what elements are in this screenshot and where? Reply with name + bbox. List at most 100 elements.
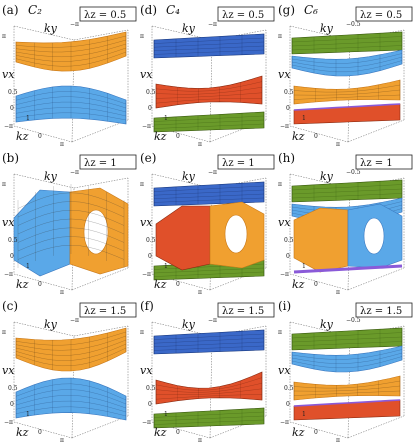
middle-red-surface: [155, 205, 211, 271]
vx-axis-label: vx: [2, 216, 15, 229]
tick-label: −π: [142, 419, 151, 426]
panel-tag: (g): [278, 3, 295, 17]
tick-label: 0: [176, 429, 180, 436]
tick-label: −π: [208, 317, 217, 324]
mesh-line: [155, 383, 263, 393]
tick-label: π: [336, 437, 340, 444]
tick-label: 1: [302, 411, 306, 418]
tick-label: 0.5: [146, 385, 156, 392]
kz-axis-label: kz: [154, 130, 167, 143]
vx-axis-label: vx: [278, 68, 291, 81]
tick-label: 0: [286, 401, 290, 408]
tick-label: 0.5: [146, 237, 156, 244]
tick-label: 0.5: [8, 89, 18, 96]
tick-label: π: [278, 181, 282, 188]
tick-label: π: [2, 329, 6, 336]
mesh-line: [293, 89, 401, 96]
tick-label: π: [2, 181, 6, 188]
ky-axis-label: ky: [44, 170, 58, 183]
tick-label: −π: [70, 317, 79, 324]
panel-tag: (a): [2, 3, 19, 17]
frame-edge: [347, 187, 351, 291]
tick-label: π: [60, 289, 64, 296]
mesh-line: [291, 53, 403, 64]
mesh-line: [155, 394, 263, 400]
panel-h: (h) λz = 1 ky vx kz π −π 0 π 0.5 0 −0.5 1: [278, 151, 413, 296]
mesh-line: [153, 45, 265, 51]
tick-label: π: [60, 141, 64, 148]
lambda-label: λz = 0.5: [222, 10, 264, 21]
frame-edge: [13, 273, 73, 291]
kz-axis-label: kz: [16, 426, 29, 439]
lambda-box: [355, 302, 413, 318]
frame-edge: [13, 25, 75, 41]
lambda-label: λz = 1: [360, 158, 393, 169]
frame-edge: [347, 415, 405, 439]
tick-label: 0: [148, 401, 152, 408]
mesh-line: [291, 56, 403, 68]
tick-label: π: [278, 329, 282, 336]
tick-label: 0.5: [146, 89, 156, 96]
cylinder-opening: [224, 214, 248, 254]
mesh-line: [153, 123, 265, 129]
middle-orange-surface: [293, 79, 401, 105]
mesh-line: [153, 37, 265, 44]
tick-label: −π: [70, 21, 79, 28]
frame-edge: [13, 321, 75, 337]
tick-label: 0.5: [8, 385, 18, 392]
top-flat-band: [153, 329, 265, 355]
lambda-box: [355, 154, 413, 170]
panel-tag: (d): [140, 3, 157, 17]
mesh-line: [293, 84, 401, 93]
frame-edge: [151, 421, 211, 439]
tick-label: π: [140, 33, 144, 40]
tick-label: π: [140, 329, 144, 336]
tick-label: 0: [286, 105, 290, 112]
lambda-label: λz = 1.5: [222, 306, 264, 317]
mesh-line: [153, 193, 265, 199]
ky-axis-label: ky: [320, 22, 334, 35]
tick-label: π: [278, 33, 282, 40]
tick-label: 0.5: [284, 89, 294, 96]
tick-label: π: [60, 437, 64, 444]
tick-label: 1: [164, 411, 168, 418]
tick-label: −0.5: [346, 317, 361, 324]
tick-label: −π: [4, 419, 13, 426]
frame-edge: [73, 325, 129, 337]
tick-label: 0: [10, 253, 14, 260]
frame-edge: [209, 415, 267, 439]
frame-edge: [347, 335, 351, 439]
ky-axis-label: ky: [182, 318, 196, 331]
vx-axis-label: vx: [140, 68, 153, 81]
tick-label: −0.5: [346, 169, 361, 176]
kz-axis-label: kz: [292, 278, 305, 291]
mesh-line: [291, 45, 403, 51]
top-green-band: [291, 179, 403, 203]
kz-axis-label: kz: [154, 278, 167, 291]
purple-edge-band: [293, 399, 401, 407]
tick-label: −π: [4, 271, 13, 278]
mesh-line: [291, 40, 403, 47]
tick-label: 0: [38, 133, 42, 140]
symmetry-label: C₆: [304, 3, 318, 17]
lambda-box: [355, 6, 413, 22]
symmetry-label: C₂: [28, 3, 42, 17]
tick-label: 1: [164, 115, 168, 122]
tick-label: 1: [26, 263, 30, 270]
bottom-flat-band: [153, 407, 265, 429]
mesh-line: [291, 349, 403, 360]
kz-axis-label: kz: [292, 130, 305, 143]
panel-tag: (c): [2, 299, 18, 313]
tick-label: π: [198, 141, 202, 148]
lambda-box: [217, 154, 275, 170]
tick-label: 0.5: [284, 237, 294, 244]
tick-label: π: [336, 289, 340, 296]
tick-label: π: [198, 437, 202, 444]
lambda-box: [79, 302, 137, 318]
lambda-box: [79, 6, 137, 22]
mesh-line: [153, 271, 265, 277]
vx-axis-label: vx: [2, 364, 15, 377]
tick-label: 0: [176, 133, 180, 140]
tick-label: π: [198, 289, 202, 296]
panel-b: (b) λz = 1 ky vx kz π −π 0 π 0.5 0 −π 1: [2, 151, 137, 296]
